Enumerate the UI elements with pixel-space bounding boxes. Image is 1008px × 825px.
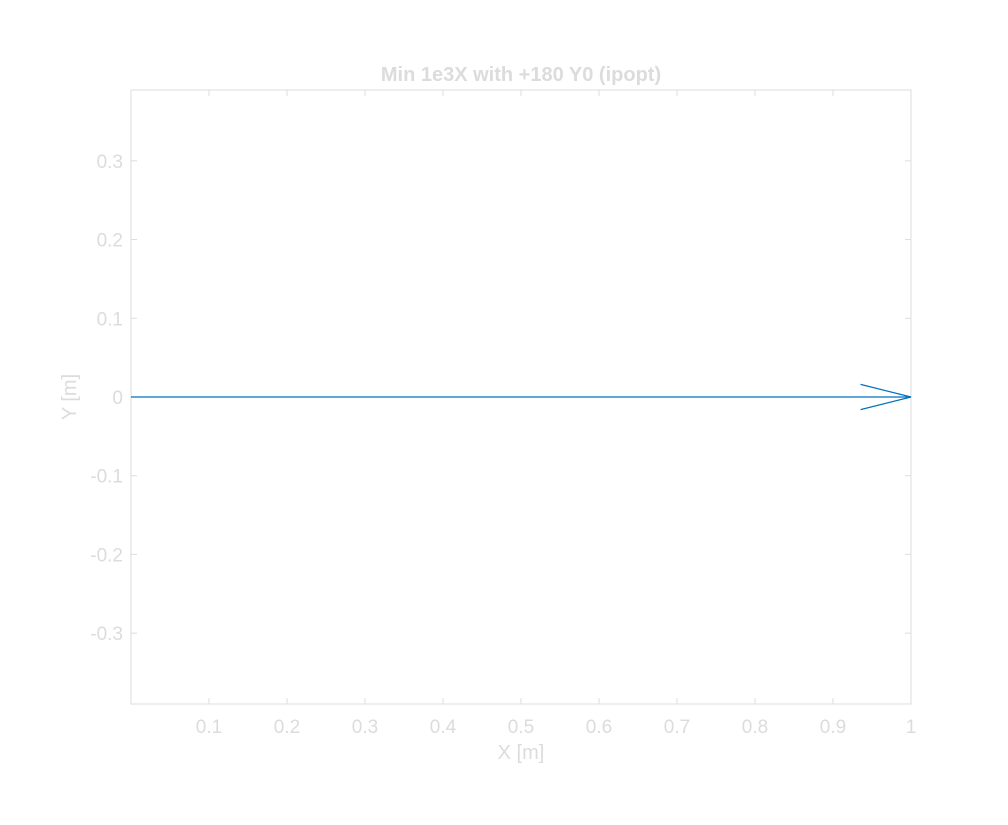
x-tick-label: 0.6 <box>586 717 612 738</box>
y-axis-title: Y [m] <box>59 374 81 420</box>
y-tick-label: 0.2 <box>97 231 123 252</box>
x-tick-label: 0.2 <box>274 717 300 738</box>
y-tick-label: -0.3 <box>90 624 123 645</box>
x-tick-label: 0.9 <box>820 717 846 738</box>
x-axis-title: X [m] <box>498 742 545 764</box>
x-tick-label: 0.1 <box>196 717 222 738</box>
x-tick-label: 0.8 <box>742 717 768 738</box>
y-tick-label: -0.2 <box>90 545 123 566</box>
y-tick-label: 0.3 <box>97 152 123 173</box>
x-tick-label: 1 <box>906 717 917 738</box>
y-axis-ticks: -0.3 -0.2 -0.1 0 0.1 0.2 0.3 <box>90 152 911 645</box>
x-axis-ticks: 0.1 0.2 0.3 0.4 0.5 0.6 0.7 0.8 0.9 1 <box>196 90 917 738</box>
chart-title: Min 1e3X with +180 Y0 (ipopt) <box>381 64 661 86</box>
x-tick-label: 0.5 <box>508 717 534 738</box>
x-tick-label: 0.7 <box>664 717 690 738</box>
y-tick-label: -0.1 <box>90 467 123 488</box>
series-arrowhead <box>860 383 912 411</box>
x-tick-label: 0.4 <box>430 717 457 738</box>
x-tick-label: 0.3 <box>352 717 378 738</box>
y-tick-label: 0.1 <box>97 309 123 330</box>
y-tick-label: 0 <box>112 388 123 409</box>
series-layer <box>131 383 912 411</box>
